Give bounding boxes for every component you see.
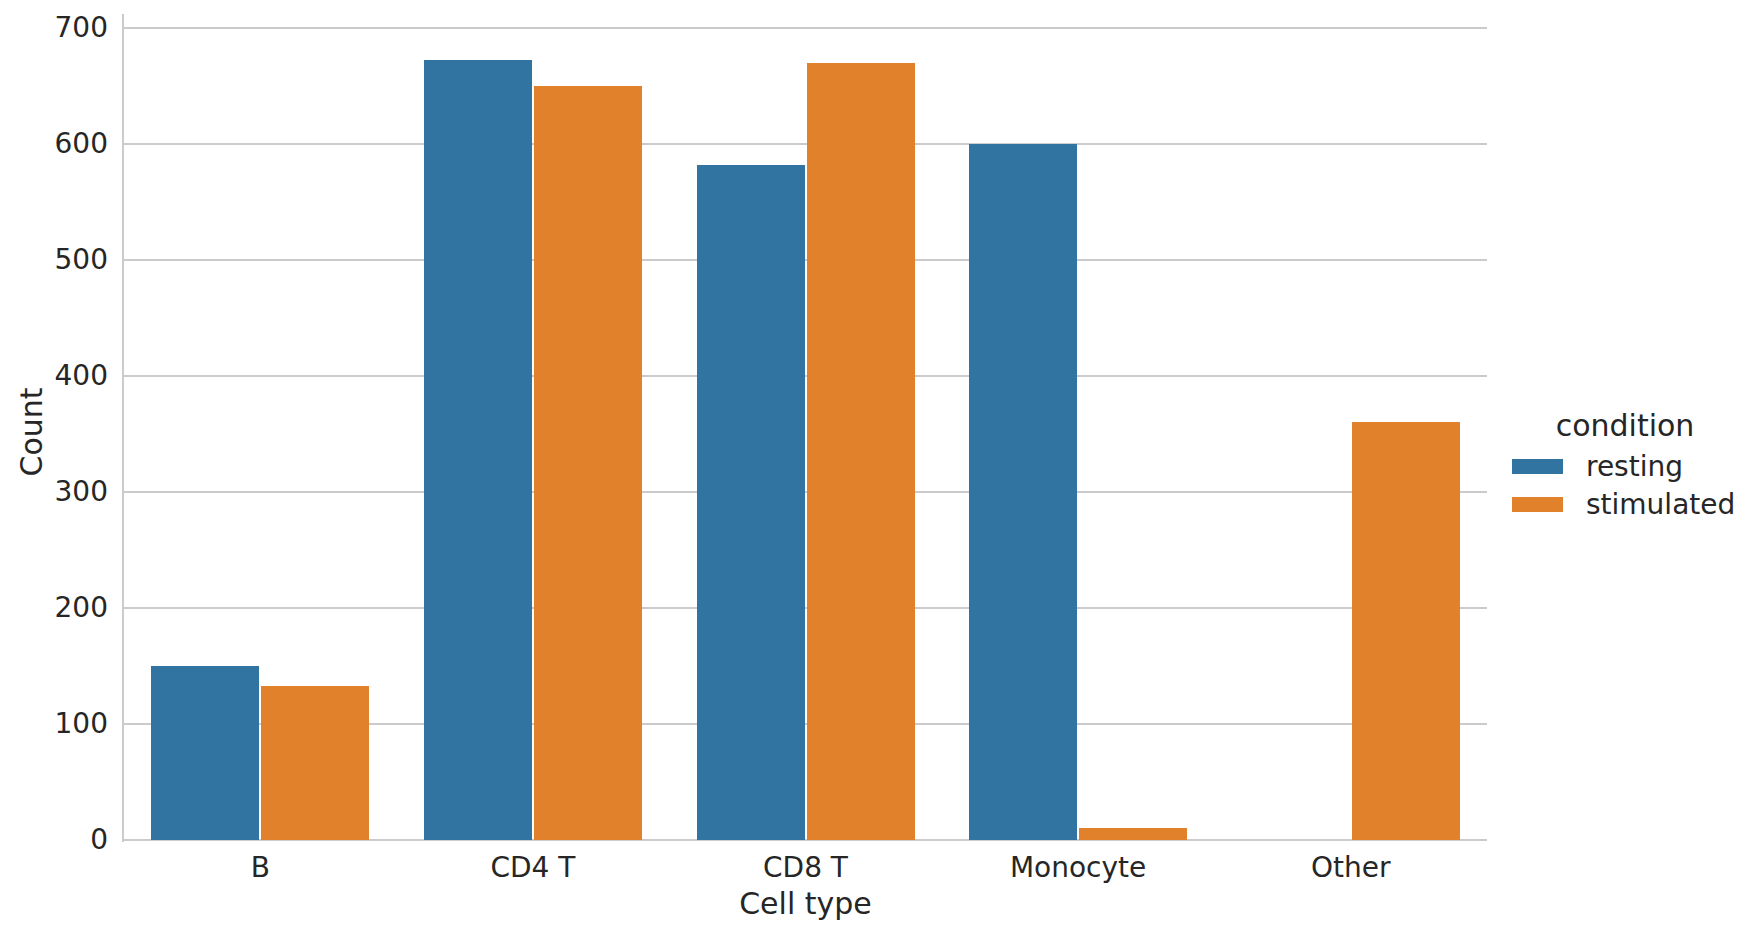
bar-stimulated-other bbox=[1352, 422, 1460, 840]
gridline-y-300 bbox=[124, 491, 1487, 493]
legend-label-resting: resting bbox=[1586, 450, 1683, 483]
gridline-y-700 bbox=[124, 27, 1487, 29]
y-tick-label-500: 500 bbox=[0, 243, 108, 277]
gridline-y-600 bbox=[124, 143, 1487, 145]
x-axis-label: Cell type bbox=[124, 886, 1487, 922]
legend-swatch-resting bbox=[1512, 459, 1563, 474]
y-axis-spine bbox=[122, 14, 124, 842]
legend-item-resting: resting bbox=[1500, 449, 1750, 483]
y-tick-label-400: 400 bbox=[0, 359, 108, 393]
y-tick-label-300: 300 bbox=[0, 475, 108, 509]
bar-chart-figure: Count Cell type condition restingstimula… bbox=[0, 0, 1750, 941]
bar-stimulated-b bbox=[261, 686, 369, 840]
x-tick-label-b: B bbox=[124, 851, 397, 885]
bar-stimulated-cd4-t bbox=[534, 86, 642, 840]
legend-title: condition bbox=[1500, 408, 1750, 444]
legend: condition resting stimulated bbox=[1500, 408, 1750, 525]
bar-resting-cd4-t bbox=[424, 60, 532, 840]
y-tick-label-600: 600 bbox=[0, 127, 108, 161]
bar-stimulated-monocyte bbox=[1079, 828, 1187, 840]
gridline-y-200 bbox=[124, 607, 1487, 609]
y-tick-label-100: 100 bbox=[0, 707, 108, 741]
legend-item-stimulated: stimulated bbox=[1500, 487, 1750, 521]
legend-label-stimulated: stimulated bbox=[1586, 488, 1735, 521]
x-tick-label-monocyte: Monocyte bbox=[942, 851, 1215, 885]
y-tick-label-0: 0 bbox=[0, 823, 108, 857]
x-tick-label-cd8-t: CD8 T bbox=[669, 851, 942, 885]
bar-stimulated-cd8-t bbox=[807, 63, 915, 840]
gridline-y-500 bbox=[124, 259, 1487, 261]
x-tick-label-other: Other bbox=[1214, 851, 1487, 885]
bar-resting-cd8-t bbox=[697, 165, 805, 840]
gridline-y-400 bbox=[124, 375, 1487, 377]
legend-items: resting stimulated bbox=[1500, 449, 1750, 521]
legend-swatch-stimulated bbox=[1512, 497, 1563, 512]
y-tick-label-200: 200 bbox=[0, 591, 108, 625]
x-tick-label-cd4-t: CD4 T bbox=[397, 851, 670, 885]
y-tick-label-700: 700 bbox=[0, 11, 108, 45]
bar-resting-b bbox=[151, 666, 259, 840]
bar-resting-monocyte bbox=[969, 144, 1077, 840]
